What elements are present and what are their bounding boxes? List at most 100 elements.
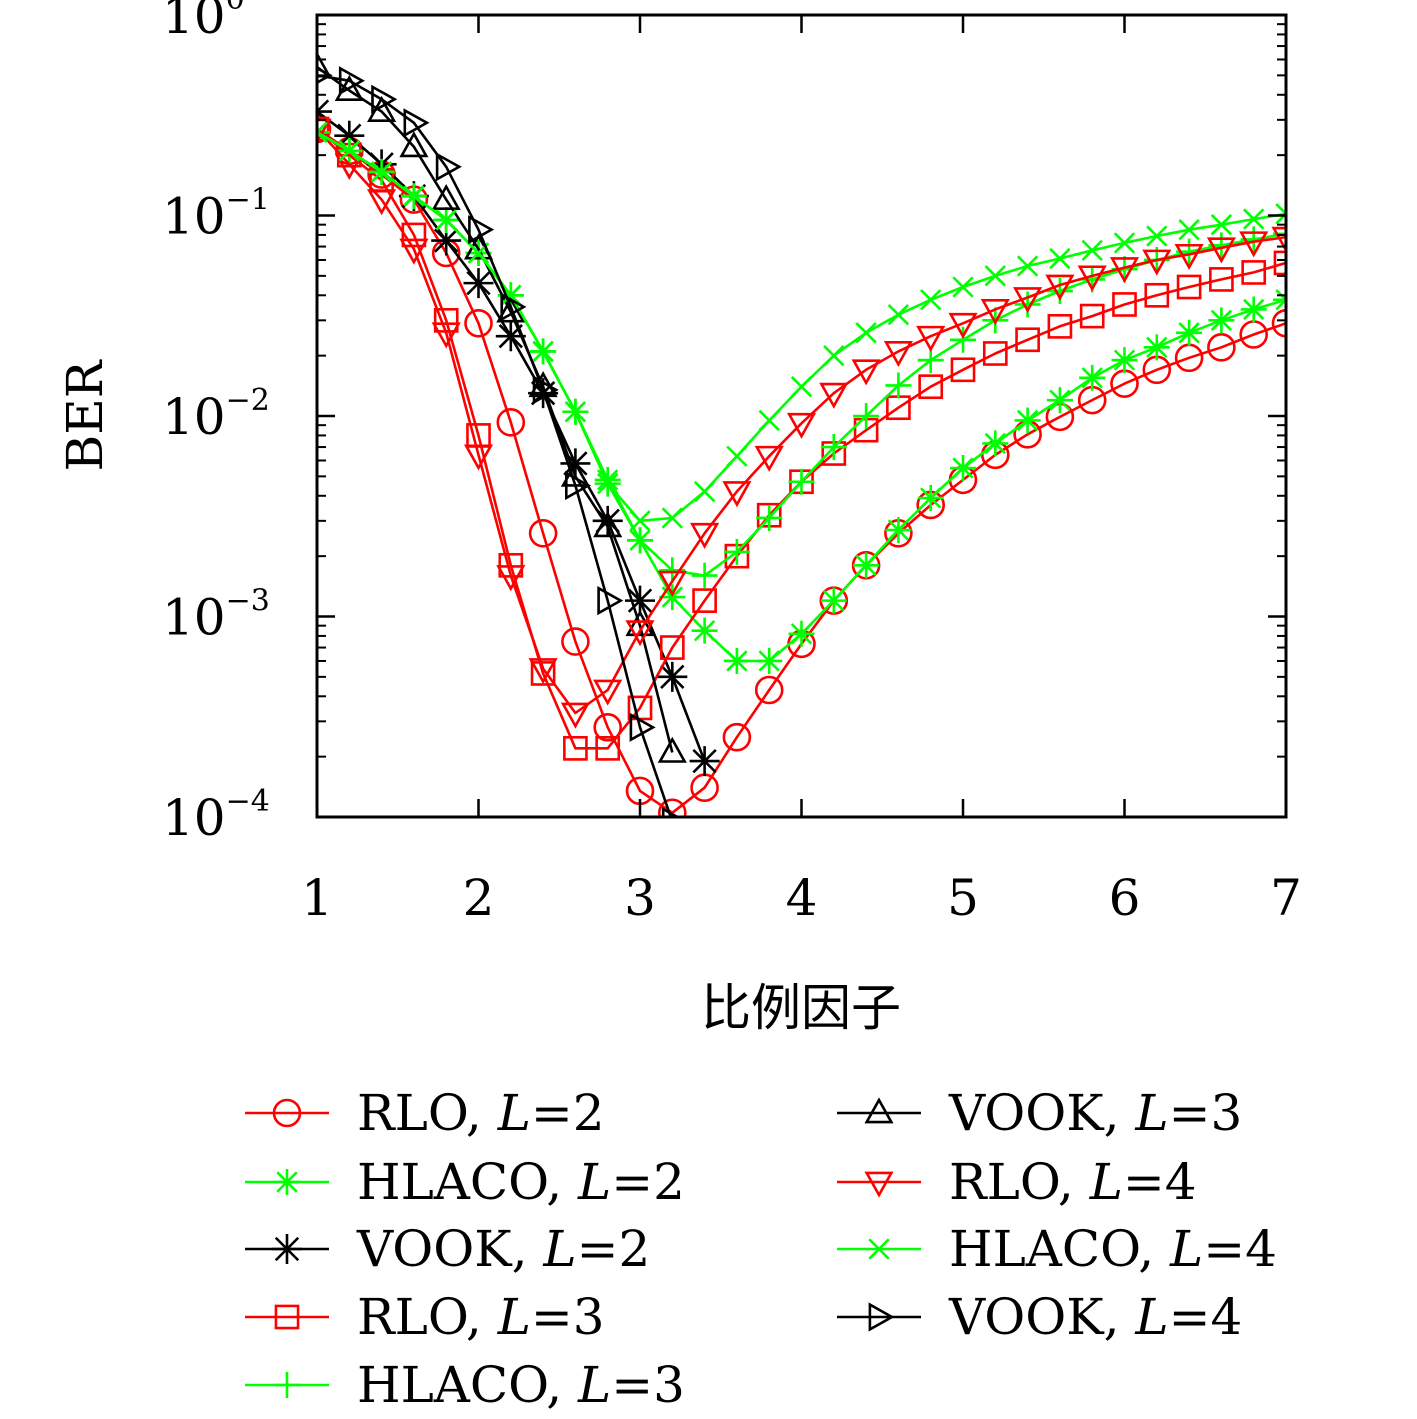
data-point (403, 185, 425, 207)
x-axis-label: 比例因子 (701, 979, 901, 1037)
data-point (597, 586, 624, 616)
data-point (689, 746, 720, 777)
data-point (367, 189, 397, 216)
data-point (500, 292, 527, 322)
data-point (317, 119, 330, 146)
data-point (317, 114, 332, 144)
data-point (593, 511, 623, 538)
data-point (495, 321, 526, 352)
legend-marker (274, 1304, 300, 1330)
data-point (464, 308, 493, 338)
data-point (723, 647, 750, 674)
y-tick-label: 10−2 (162, 383, 270, 446)
data-point (920, 289, 942, 311)
data-point (1144, 282, 1170, 308)
data-point (532, 375, 559, 405)
data-point (659, 584, 686, 611)
data-point (625, 610, 655, 637)
data-point (982, 430, 1009, 457)
legend-marker (868, 1238, 890, 1260)
series-9 (317, 66, 680, 817)
data-point (661, 806, 680, 817)
data-point (1013, 287, 1043, 314)
data-point (952, 276, 974, 298)
data-point (1049, 247, 1071, 270)
legend-label: VOOK, L=4 (948, 1288, 1242, 1346)
data-point (820, 434, 847, 461)
data-point (431, 322, 461, 349)
data-point (1207, 333, 1236, 362)
data-point (403, 108, 430, 138)
data-point (756, 504, 783, 531)
data-point (1015, 327, 1040, 353)
legend-marker (864, 1097, 894, 1124)
data-point (918, 374, 944, 400)
data-point (593, 679, 623, 706)
data-point (819, 382, 849, 409)
data-point (1241, 260, 1267, 285)
data-point (1014, 407, 1041, 434)
data-point (431, 183, 461, 211)
data-point (463, 268, 494, 299)
data-point (883, 340, 913, 368)
data-point (693, 480, 716, 503)
data-point (788, 620, 815, 647)
data-point (1113, 232, 1136, 254)
data-point (1176, 319, 1203, 346)
data-point (530, 661, 556, 686)
data-point (317, 121, 328, 143)
data-point (528, 518, 558, 548)
data-point (1045, 274, 1075, 301)
legend-item: VOOK, L=3 (837, 1084, 1242, 1142)
data-point (885, 372, 912, 399)
data-point (334, 74, 364, 101)
data-point (1210, 214, 1233, 236)
legend-label: RLO, L=2 (357, 1084, 605, 1142)
ticks-layer (315, 13, 1288, 819)
data-point (399, 238, 429, 265)
y-tick-label: 10−3 (162, 584, 270, 647)
y-tick-labels: 100 10−1 10−2 10−3 10−4 (162, 0, 270, 847)
data-point (401, 222, 427, 248)
legend-item: RLO, L=4 (837, 1153, 1197, 1211)
plot-area (317, 15, 1286, 817)
data-point (661, 507, 683, 529)
x-tick-label: 3 (624, 869, 656, 927)
data-point (564, 470, 592, 501)
data-point (659, 635, 685, 660)
data-point (658, 798, 687, 817)
legend-marker (272, 1098, 302, 1128)
data-point (984, 265, 1006, 287)
data-point (463, 444, 494, 471)
data-point (334, 120, 365, 151)
data-point (1016, 255, 1039, 277)
legend-item: HLACO, L=4 (837, 1220, 1277, 1278)
legend-label: RLO, L=4 (949, 1153, 1197, 1211)
data-point (885, 517, 912, 544)
legend-label: HLACO, L=3 (357, 1356, 685, 1414)
y-tick-label: 10−4 (162, 784, 270, 847)
data-point (532, 340, 554, 363)
data-point (1146, 225, 1168, 247)
data-point (950, 326, 976, 353)
data-point (593, 713, 623, 742)
data-point (758, 409, 780, 432)
series-7 (317, 118, 1286, 729)
data-point (1109, 257, 1140, 284)
data-point (592, 505, 623, 536)
data-point (1077, 265, 1107, 292)
data-point (980, 299, 1010, 326)
data-point (561, 627, 590, 656)
legend-marker (272, 1234, 302, 1264)
legend-label: RLO, L=3 (357, 1288, 605, 1346)
x-tick-label: 1 (301, 869, 333, 927)
data-point (595, 735, 621, 761)
data-point (1081, 239, 1103, 262)
legend-item: VOOK, L=4 (837, 1288, 1242, 1346)
data-point (1239, 231, 1269, 258)
legend-label: VOOK, L=3 (948, 1084, 1242, 1142)
data-point (317, 51, 332, 78)
data-point (1143, 334, 1170, 361)
data-point (1112, 292, 1137, 317)
